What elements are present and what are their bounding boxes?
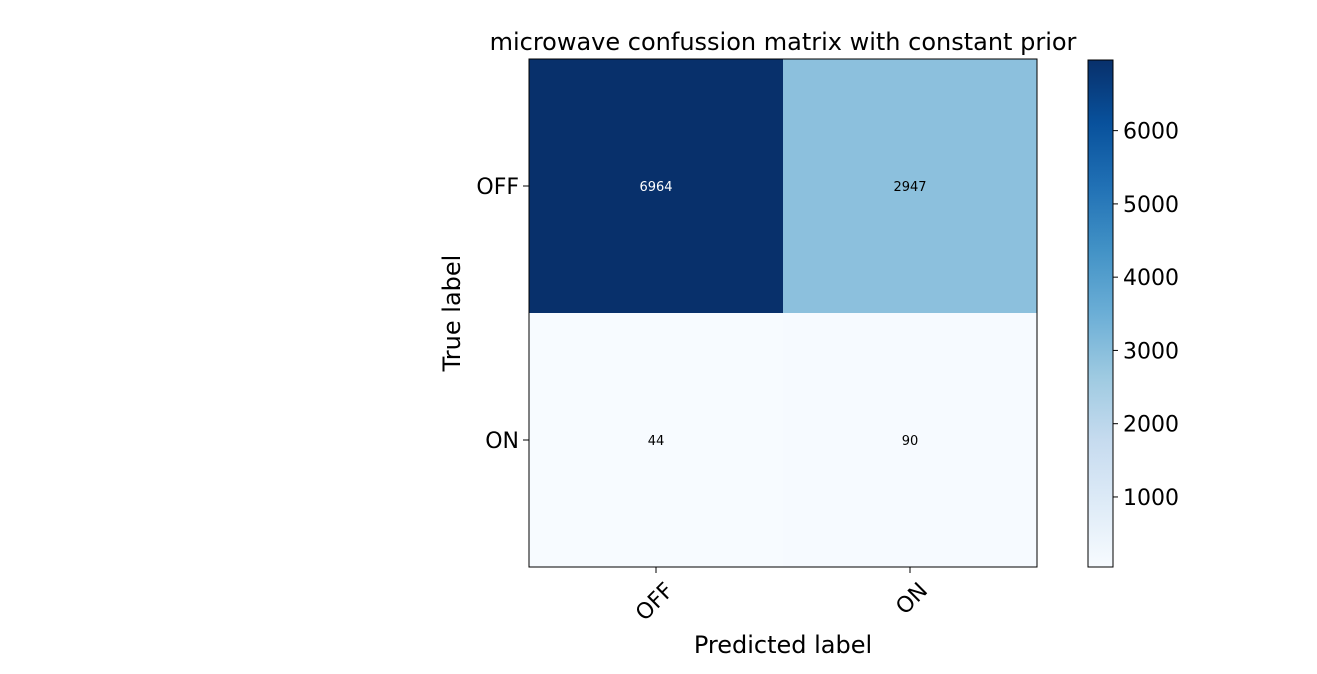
x-tick-label: OFF — [631, 578, 679, 626]
chart-title: microwave confussion matrix with constan… — [490, 28, 1077, 56]
y-tick-label: ON — [485, 429, 519, 454]
plot-frame — [528, 58, 1038, 568]
heatmap-cell-off-off — [529, 59, 783, 313]
colorbar-tick-label: 5000 — [1123, 193, 1179, 218]
cell-value-label: 90 — [902, 434, 919, 449]
y-axis-label: True label — [438, 255, 466, 373]
cell-value-label: 44 — [648, 434, 665, 449]
heatmap-cells — [529, 59, 1037, 567]
colorbar-tick-label: 4000 — [1123, 266, 1179, 291]
heatmap-cell-on-on — [783, 313, 1037, 567]
colorbar-ticks: 1000 2000 3000 4000 5000 6000 — [1113, 120, 1179, 511]
colorbar-tick-label: 6000 — [1123, 120, 1179, 145]
heatmap-cell-labels: 6964 2947 44 90 — [639, 180, 926, 449]
colorbar-tick-label: 3000 — [1123, 339, 1179, 364]
colorbar-frame — [1087, 59, 1114, 568]
heatmap-cell-on-off — [529, 313, 783, 567]
y-tick-label: OFF — [476, 175, 519, 200]
cell-value-label: 2947 — [893, 180, 926, 195]
colorbar-tick-label: 2000 — [1123, 413, 1179, 438]
y-axis-ticks: OFF ON — [476, 175, 529, 454]
colorbar — [1088, 60, 1113, 567]
heatmap-cell-off-on — [783, 59, 1037, 313]
cell-value-label: 6964 — [639, 180, 672, 195]
colorbar-tick-label: 1000 — [1123, 486, 1179, 511]
x-tick-label: ON — [891, 578, 933, 620]
x-axis-label: Predicted label — [694, 631, 872, 659]
x-axis-ticks: OFF ON — [631, 567, 933, 626]
